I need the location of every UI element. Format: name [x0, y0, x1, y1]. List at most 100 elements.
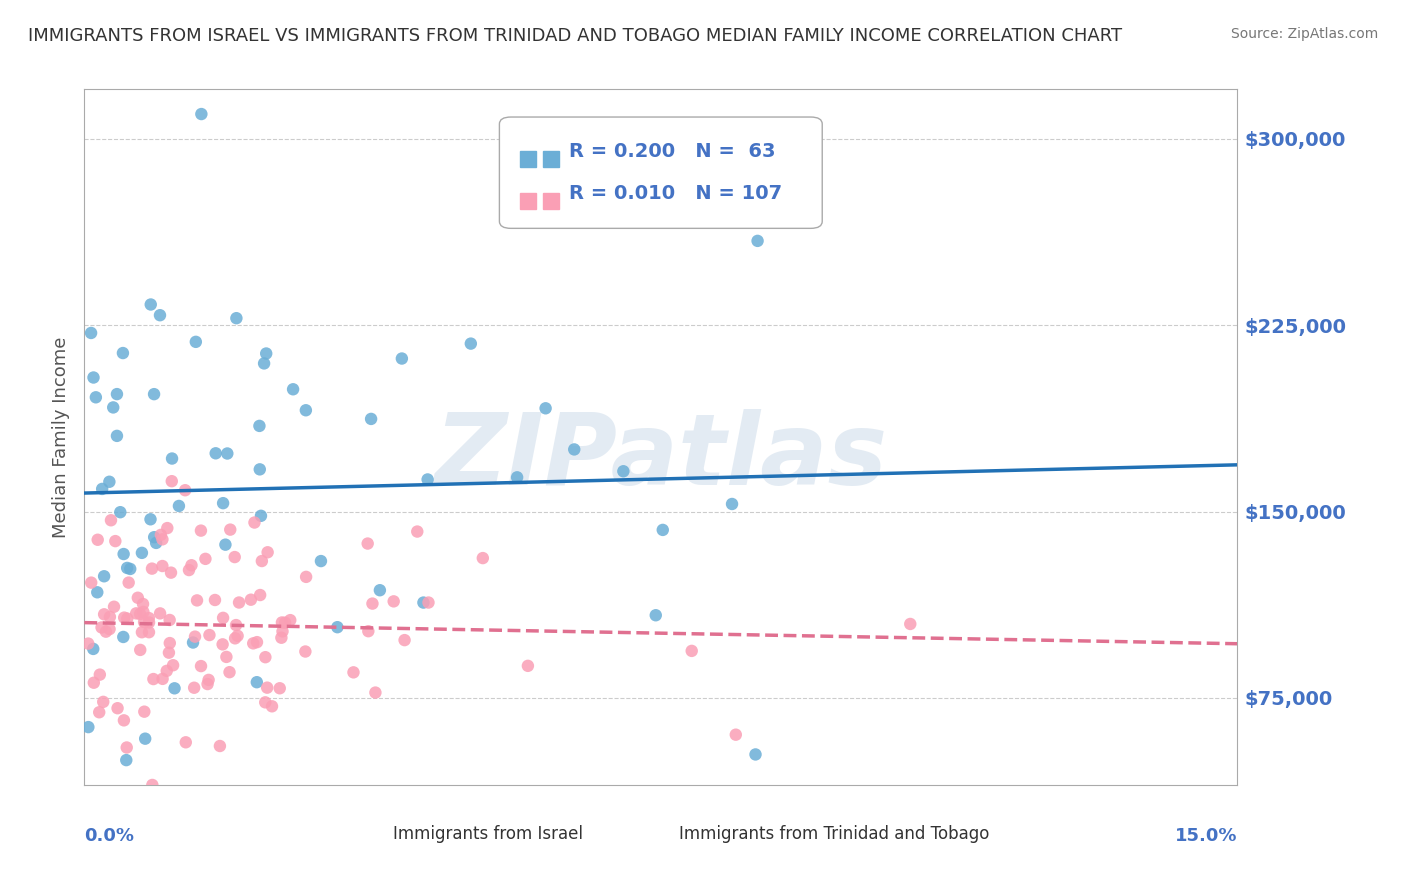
Point — [295, 403, 318, 417]
Point — [91, 695, 114, 709]
Point — [152, 533, 174, 547]
Text: Immigrants from Trinidad and Tobago: Immigrants from Trinidad and Tobago — [679, 825, 988, 843]
Point — [83, 675, 105, 690]
Point — [225, 618, 247, 632]
Point — [190, 659, 212, 673]
Point — [357, 536, 380, 550]
Point — [254, 346, 277, 360]
Point — [644, 608, 666, 623]
Point — [112, 547, 135, 561]
Point — [382, 594, 405, 608]
Point — [250, 508, 273, 523]
Point — [103, 599, 125, 614]
Point — [131, 625, 153, 640]
Point — [90, 620, 112, 634]
Y-axis label: Median Family Income: Median Family Income — [52, 336, 70, 538]
Point — [260, 699, 283, 714]
FancyBboxPatch shape — [499, 117, 823, 228]
Point — [326, 620, 349, 634]
Point — [86, 533, 108, 547]
Point — [138, 625, 160, 640]
Point — [162, 658, 184, 673]
Point — [681, 644, 703, 658]
Point — [281, 382, 304, 396]
Point — [132, 597, 155, 611]
Point — [110, 505, 132, 519]
Point — [471, 551, 494, 566]
Point — [149, 607, 172, 621]
Point — [274, 615, 297, 630]
Point — [83, 370, 105, 384]
Point — [239, 592, 262, 607]
Point — [160, 451, 183, 466]
Point — [86, 585, 108, 599]
Point — [91, 482, 114, 496]
Point — [246, 675, 269, 690]
Point — [269, 681, 291, 696]
Point — [132, 615, 155, 629]
Point — [562, 442, 585, 457]
Point — [224, 550, 246, 565]
Point — [190, 524, 212, 538]
Point — [180, 558, 202, 573]
Point — [721, 497, 744, 511]
Point — [534, 401, 557, 416]
Point — [143, 530, 166, 544]
Point — [249, 588, 271, 602]
Point — [204, 593, 226, 607]
Point — [506, 470, 529, 484]
Point — [271, 615, 294, 630]
Point — [132, 605, 155, 619]
Point — [159, 613, 181, 627]
Point — [77, 637, 100, 651]
Point — [134, 705, 156, 719]
Point — [139, 297, 162, 311]
Text: R = 0.010   N = 107: R = 0.010 N = 107 — [568, 184, 782, 203]
Point — [84, 390, 107, 404]
Point — [198, 628, 221, 642]
Point — [295, 570, 318, 584]
Point — [115, 753, 138, 767]
Point — [157, 646, 180, 660]
Text: Immigrants from Israel: Immigrants from Israel — [392, 825, 583, 843]
Point — [218, 665, 240, 680]
Point — [163, 681, 186, 696]
Point — [309, 554, 332, 568]
Point — [249, 462, 271, 476]
Point — [215, 649, 238, 664]
Point — [208, 739, 231, 753]
Point — [197, 677, 219, 691]
Point — [160, 474, 183, 488]
Point — [249, 418, 271, 433]
Point — [460, 336, 482, 351]
Point — [416, 473, 439, 487]
Point — [80, 326, 103, 340]
Point — [98, 475, 121, 489]
Point — [177, 563, 200, 577]
Point — [142, 672, 165, 686]
Point — [105, 387, 128, 401]
Point — [724, 728, 747, 742]
Point — [159, 636, 181, 650]
Point — [294, 644, 316, 658]
Point — [98, 622, 121, 636]
Point — [394, 633, 416, 648]
Point — [103, 401, 125, 415]
Point — [127, 591, 149, 605]
Text: Source: ZipAtlas.com: Source: ZipAtlas.com — [1230, 27, 1378, 41]
Point — [111, 346, 134, 360]
Point — [129, 643, 152, 657]
Point — [104, 534, 127, 549]
Point — [212, 611, 235, 625]
Point — [100, 513, 122, 527]
Point — [211, 637, 233, 651]
Point — [98, 610, 121, 624]
Point — [243, 516, 266, 530]
Point — [94, 624, 117, 639]
Text: 0.0%: 0.0% — [84, 827, 135, 845]
Point — [105, 429, 128, 443]
Point — [118, 575, 141, 590]
Point — [271, 624, 294, 639]
Point — [115, 740, 138, 755]
Point — [145, 536, 167, 550]
